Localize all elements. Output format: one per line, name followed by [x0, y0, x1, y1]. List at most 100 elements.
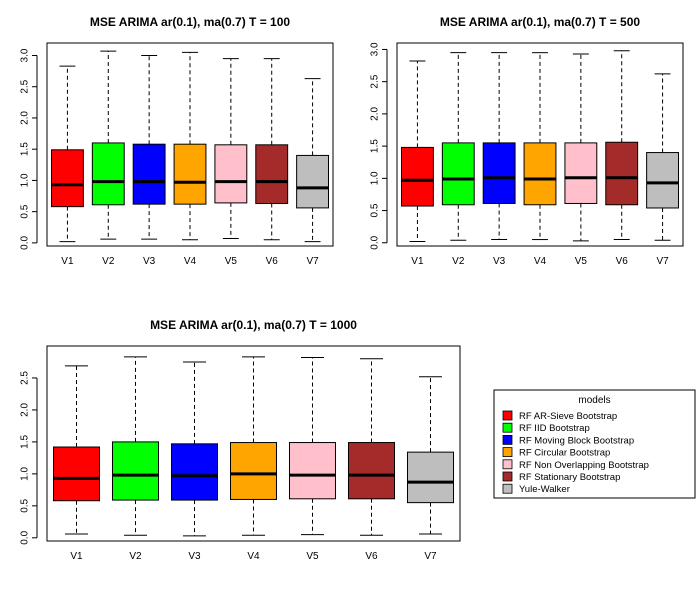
y-tick-label: 0.5 — [20, 204, 31, 218]
box-v3 — [482, 52, 516, 241]
y-tick-label: 1.5 — [20, 142, 31, 156]
box-body — [400, 146, 434, 207]
box-v7 — [296, 78, 330, 243]
x-tick-label: V4 — [534, 256, 547, 267]
boxplot-panel-t100: MSE ARIMA ar(0.1), ma(0.7) T = 100 0.0 0.5… — [20, 15, 334, 267]
box-body — [229, 442, 278, 500]
plot-frame — [396, 42, 684, 247]
box-v1 — [50, 65, 84, 243]
legend-item: RF Stationary Bootstrap — [502, 471, 620, 483]
legend-title: models — [578, 395, 610, 406]
legend-label: Yule-Walker — [519, 484, 570, 495]
y-tick-label: 1.0 — [370, 171, 381, 185]
legend-item: RF Circular Bootstrap — [502, 447, 610, 459]
box-body — [441, 142, 475, 206]
box-body — [132, 143, 166, 205]
box-v4 — [523, 52, 557, 241]
box-v2 — [111, 356, 160, 536]
x-tick-label: V3 — [143, 256, 156, 267]
y-tick-label: 2.0 — [20, 403, 31, 417]
legend-label: RF Stationary Bootstrap — [519, 472, 620, 483]
box-body — [50, 149, 84, 208]
box-body — [646, 152, 680, 209]
box-v1 — [400, 60, 434, 242]
y-tick-label: 0.0 — [370, 235, 381, 249]
plot-frame — [46, 42, 334, 247]
legend-swatch — [502, 410, 513, 421]
x-tick-label: V2 — [452, 256, 465, 267]
x-tick-label: V3 — [188, 551, 201, 562]
box-v5 — [564, 53, 598, 242]
box-v3 — [170, 361, 219, 537]
box-body — [605, 141, 639, 206]
x-tick-label: V7 — [306, 256, 319, 267]
x-tick-label: V7 — [656, 256, 669, 267]
chart-title: MSE ARIMA ar(0.1), ma(0.7) T = 500 — [440, 15, 641, 29]
box-body — [296, 154, 330, 209]
box-v2 — [441, 52, 475, 241]
box-v5 — [288, 357, 337, 536]
legend-item: RF Moving Block Bootstrap — [502, 434, 634, 446]
y-tick-label: 2.0 — [370, 107, 381, 121]
y-tick-label: 2.5 — [370, 74, 381, 88]
legend-label: RF AR-Sieve Bootstrap — [519, 411, 617, 422]
box-body — [564, 142, 598, 204]
x-tick-label: V5 — [306, 551, 319, 562]
legend-label: RF IID Bootstrap — [519, 423, 590, 434]
y-tick-label: 0.5 — [20, 498, 31, 512]
legend-item: RF IID Bootstrap — [502, 422, 590, 434]
box-v1 — [52, 365, 101, 535]
box-v4 — [229, 356, 278, 536]
x-tick-label: V1 — [70, 551, 83, 562]
y-tick-label: 1.0 — [20, 466, 31, 480]
x-tick-label: V1 — [61, 256, 74, 267]
legend-frame — [493, 389, 696, 499]
x-tick-label: V6 — [616, 256, 629, 267]
legend-label: RF Circular Bootstrap — [519, 448, 610, 459]
legend-swatch — [502, 459, 513, 470]
plot-frame — [46, 345, 461, 542]
box-v7 — [646, 73, 680, 241]
box-v6 — [605, 50, 639, 241]
legend-item: RF AR-Sieve Bootstrap — [502, 410, 617, 422]
box-v6 — [347, 358, 396, 536]
y-tick-label: 3.0 — [370, 42, 381, 56]
box-body — [523, 142, 557, 206]
chart-title: MSE ARIMA ar(0.1), ma(0.7) T = 100 — [90, 15, 291, 29]
legend-item: RF Non Overlapping Bootstrap — [502, 459, 649, 471]
y-tick-label: 2.5 — [20, 371, 31, 385]
box-body — [288, 442, 337, 500]
y-tick-label: 1.5 — [20, 435, 31, 449]
x-tick-label: V5 — [225, 256, 238, 267]
legend-label: RF Moving Block Bootstrap — [519, 435, 634, 446]
box-body — [173, 143, 207, 205]
box-body — [482, 142, 516, 204]
x-tick-label: V7 — [424, 551, 437, 562]
box-body — [91, 142, 125, 206]
box-v4 — [173, 51, 207, 241]
box-body — [170, 443, 219, 501]
legend-swatch — [502, 434, 513, 445]
legend-swatch — [502, 422, 513, 433]
x-tick-label: V5 — [575, 256, 588, 267]
y-tick-label: 0.0 — [20, 235, 31, 249]
chart-title: MSE ARIMA ar(0.1), ma(0.7) T = 1000 — [150, 318, 357, 332]
legend-label: RF Non Overlapping Bootstrap — [519, 460, 649, 471]
legend-swatch — [502, 447, 513, 458]
box-body — [214, 144, 248, 204]
x-tick-label: V4 — [247, 551, 260, 562]
box-body — [347, 442, 396, 500]
box-v2 — [91, 50, 125, 240]
y-tick-label: 3.0 — [20, 48, 31, 62]
x-tick-label: V6 — [266, 256, 279, 267]
x-tick-label: V1 — [411, 256, 424, 267]
box-v6 — [255, 58, 289, 241]
box-v5 — [214, 58, 248, 240]
y-tick-label: 0.0 — [20, 530, 31, 544]
legend-swatch — [502, 483, 513, 494]
x-tick-label: V3 — [493, 256, 506, 267]
x-tick-label: V4 — [184, 256, 197, 267]
y-tick-label: 1.5 — [370, 139, 381, 153]
